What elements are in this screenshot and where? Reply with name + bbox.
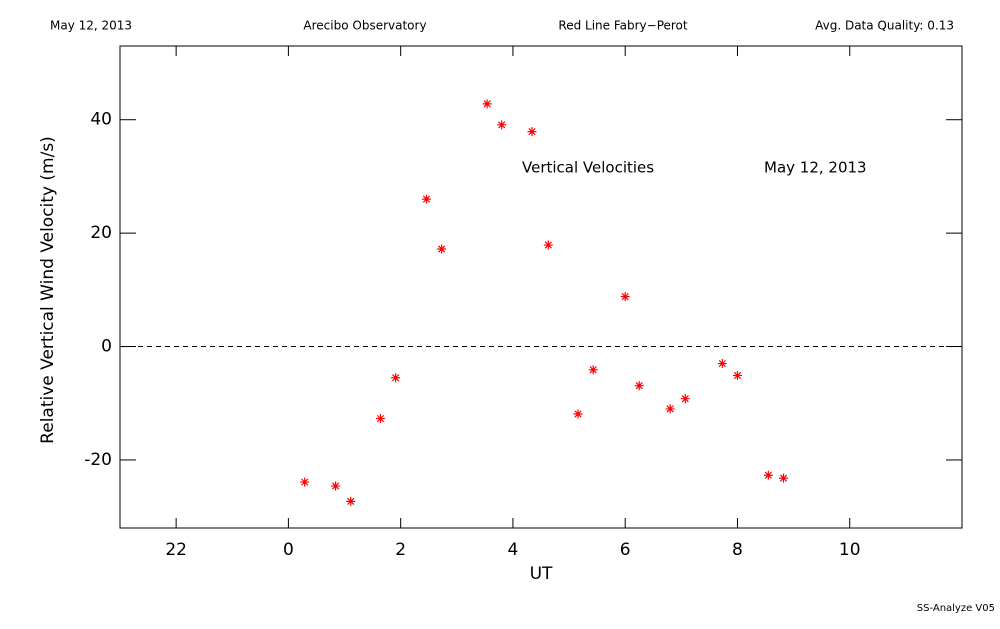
x-tick-label: 0 — [283, 540, 294, 560]
point — [375, 414, 385, 424]
point — [778, 473, 788, 483]
point — [634, 381, 644, 391]
point — [763, 470, 773, 480]
x-tick-label: 10 — [839, 540, 861, 560]
header-instrument: Red Line Fabry−Perot — [558, 19, 688, 33]
point — [482, 99, 492, 109]
y-axis-label: Relative Vertical Wind Velocity (m/s) — [38, 136, 58, 444]
point — [620, 292, 630, 302]
header-site: Arecibo Observatory — [303, 19, 426, 33]
point — [732, 370, 742, 380]
point — [300, 477, 310, 487]
point — [437, 244, 447, 254]
y-tick-label: -20 — [84, 450, 112, 470]
point — [331, 481, 341, 491]
point — [543, 240, 553, 250]
x-tick-label: 2 — [395, 540, 406, 560]
point — [346, 496, 356, 506]
y-tick-label: 0 — [101, 337, 112, 357]
point — [573, 409, 583, 419]
annotation: May 12, 2013 — [764, 159, 867, 177]
point — [527, 127, 537, 137]
point — [588, 365, 598, 375]
point — [665, 404, 675, 414]
footer: SS-Analyze V05 — [917, 603, 995, 614]
annotation: Vertical Velocities — [522, 159, 654, 177]
y-tick-label: 40 — [90, 110, 112, 130]
point — [497, 120, 507, 130]
point — [680, 394, 690, 404]
plot-frame — [119, 45, 963, 529]
point — [717, 359, 727, 369]
x-tick-label: 22 — [165, 540, 187, 560]
x-tick-label: 4 — [508, 540, 519, 560]
x-axis-label: UT — [530, 564, 553, 584]
point — [391, 373, 401, 383]
header-date: May 12, 2013 — [50, 19, 132, 33]
y-tick-label: 20 — [90, 223, 112, 243]
point — [421, 194, 431, 204]
x-tick-label: 8 — [732, 540, 743, 560]
header-quality: Avg. Data Quality: 0.13 — [815, 19, 954, 33]
x-tick-label: 6 — [620, 540, 631, 560]
